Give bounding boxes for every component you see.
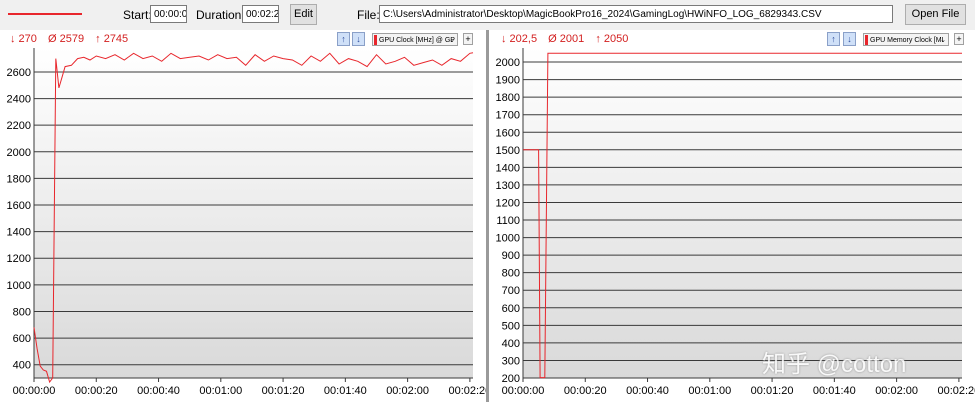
duration-label: Duration: [196,8,245,22]
stats-right: ↓ 202,5 Ø 2001 ↑ 2050 [501,33,636,45]
y-tick-label: 1300 [496,180,520,192]
add-graph-button[interactable]: + [463,33,473,45]
y-tick-label: 1600 [7,200,31,212]
y-tick-label: 1100 [496,215,520,227]
y-tick-label: 1800 [7,173,31,185]
y-tick-label: 1800 [496,92,520,104]
chevron-down-icon: ⌄ [449,37,455,44]
y-tick-label: 1700 [496,110,520,122]
y-tick-label: 300 [502,355,520,367]
y-tick-label: 800 [13,306,31,318]
x-tick-label: 00:01:20 [751,385,794,397]
x-tick-label: 00:02:00 [875,385,918,397]
y-tick-label: 700 [502,285,520,297]
y-tick-label: 800 [502,268,520,280]
y-tick-label: 200 [502,373,520,385]
y-tick-label: 1000 [496,233,520,245]
x-tick-label: 00:01:20 [262,385,305,397]
start-input[interactable]: 00:00:00 [150,5,187,23]
stat-min: ↓ 202,5 [501,33,538,45]
sensor-select-left[interactable]: GPU Clock [MHz] @ GP ⌄ [372,33,458,46]
x-tick-label: 00:01:40 [813,385,856,397]
file-label: File: [357,8,380,22]
stat-avg: Ø 2579 [47,33,85,45]
y-tick-label: 900 [502,250,520,262]
stat-avg: Ø 2001 [548,33,585,45]
watermark-text: 知乎 @cotton [762,351,907,378]
chart-pane-left: ↓ 270 Ø 2579 ↑ 2745 ↑ ↓ GPU Clock [MHz] … [0,30,486,402]
x-tick-label: 00:00:40 [626,385,669,397]
stats-left: ↓ 270 Ø 2579 ↑ 2745 [10,33,136,45]
x-tick-label: 00:00:00 [502,385,545,397]
x-tick-label: 00:02:00 [386,385,429,397]
y-tick-label: 2200 [7,120,31,132]
x-tick-label: 00:02:20 [448,385,486,397]
y-tick-label: 500 [502,320,520,332]
sensor-select-right[interactable]: GPU Memory Clock [MI ⌄ [863,33,949,46]
y-tick-label: 1900 [496,75,520,87]
add-graph-button[interactable]: + [954,33,964,45]
series-line [33,52,474,384]
sensor-select-value: GPU Clock [MHz] @ GP [379,37,455,44]
series-line [523,52,962,379]
y-tick-label: 1000 [7,280,31,292]
scale-down-button[interactable]: ↓ [352,32,365,46]
y-tick-label: 2600 [7,67,31,79]
y-tick-label: 600 [502,303,520,315]
x-tick-label: 00:02:20 [937,385,975,397]
x-tick-label: 00:00:00 [13,385,56,397]
duration-input[interactable]: 00:02:21 [242,5,279,23]
x-tick-label: 00:01:00 [688,385,731,397]
gpu-clock-chart: 400 600 800 1000 1200 1400 1600 1800 2000 2200 240… [7,48,486,397]
x-tick-label: 00:01:40 [324,385,367,397]
y-tick-label: 600 [13,333,31,345]
gpu-memory-clock-chart: 200 300 400 500 600 700 800 900 1000 1100 1200 1300… [496,48,975,397]
stat-min: ↓ 270 [10,33,37,45]
open-file-button[interactable]: Open File [905,4,966,25]
y-tick-label: 1200 [496,197,520,209]
x-tick-label: 00:00:20 [75,385,118,397]
y-tick-label: 1600 [496,127,520,139]
file-path-input[interactable]: C:\Users\Administrator\Desktop\MagicBook… [379,5,893,23]
start-label: Start: [123,8,152,22]
edit-button[interactable]: Edit [290,4,317,25]
sensor-select-value: GPU Memory Clock [MI [870,37,944,44]
y-tick-label: 400 [13,360,31,372]
pane-divider[interactable] [486,30,489,402]
scale-down-button[interactable]: ↓ [843,32,856,46]
y-tick-label: 2000 [496,57,520,69]
legend-line [8,13,82,15]
chart-pane-right: ↓ 202,5 Ø 2001 ↑ 2050 ↑ ↓ GPU Memory Clo… [489,30,975,402]
chevron-down-icon: ⌄ [940,37,946,44]
x-tick-label: 00:01:00 [199,385,242,397]
y-tick-label: 1400 [496,162,520,174]
stat-max: ↑ 2050 [595,33,629,45]
scale-up-button[interactable]: ↑ [827,32,840,46]
plot-area [34,48,473,378]
x-tick-label: 00:00:40 [137,385,180,397]
y-tick-label: 1400 [7,227,31,239]
toolbar: Start: 00:00:00 Duration: 00:02:21 Edit … [0,0,975,30]
y-tick-label: 400 [502,338,520,350]
scale-up-button[interactable]: ↑ [337,32,350,46]
x-tick-label: 00:00:20 [564,385,607,397]
y-tick-label: 1200 [7,253,31,265]
stat-max: ↑ 2745 [95,33,129,45]
y-tick-label: 2400 [7,94,31,106]
y-tick-label: 1500 [496,145,520,157]
plot-area [523,48,962,378]
y-tick-label: 2000 [7,147,31,159]
